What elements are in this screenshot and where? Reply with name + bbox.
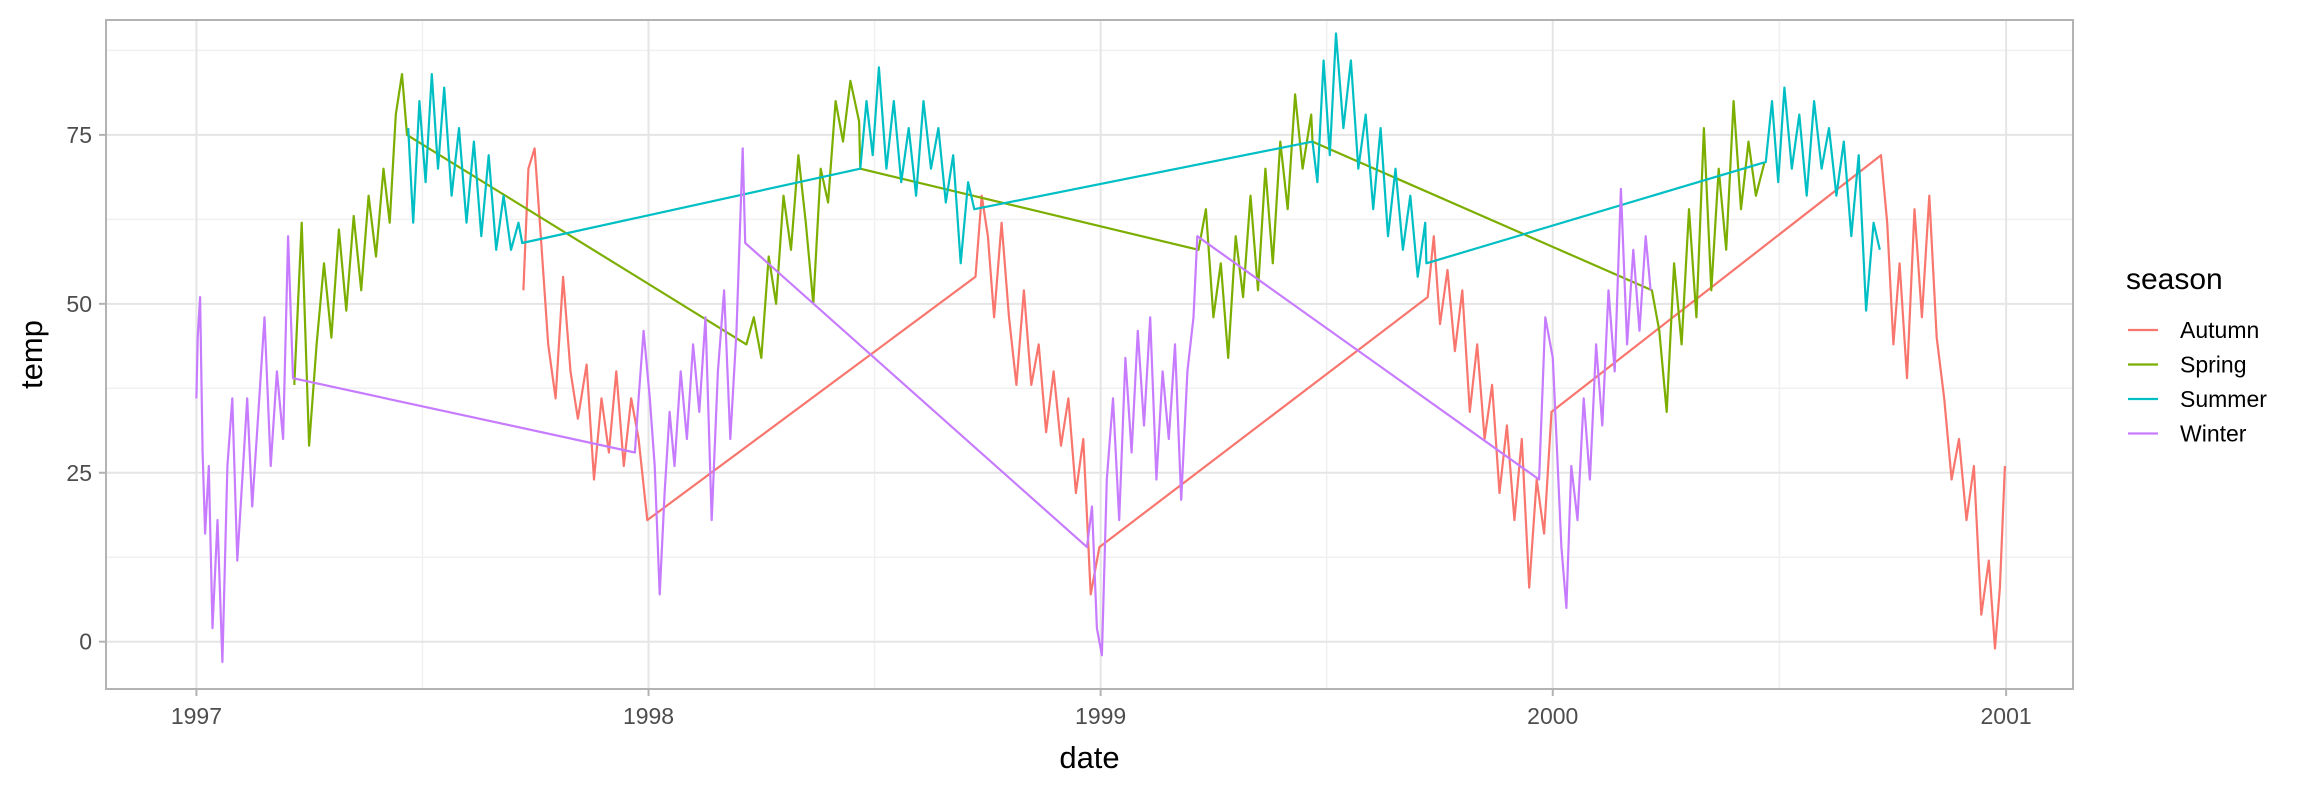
series-line-summer: [407, 32, 1881, 312]
legend-label-spring: Spring: [2180, 352, 2246, 378]
plot-panel-border: [105, 19, 2074, 690]
legend-label-summer: Summer: [2180, 386, 2267, 412]
legend-label-winter: Winter: [2180, 421, 2247, 447]
series-line-winter: [195, 147, 1652, 664]
x-tick-label: 1999: [1075, 703, 1126, 729]
major-gridlines: [106, 20, 2073, 689]
legend-label-autumn: Autumn: [2180, 317, 2259, 343]
legend-title: season: [2126, 263, 2223, 296]
y-axis-ticks: 0 25 50 75: [66, 122, 106, 655]
minor-gridlines: [106, 20, 2073, 689]
x-tick-label: 1998: [623, 703, 674, 729]
x-tick-label: 2000: [1527, 703, 1578, 729]
y-tick-label: 75: [66, 122, 92, 148]
x-tick-label: 2001: [1981, 703, 2032, 729]
x-axis-title: date: [1059, 740, 1119, 775]
series-lines: [195, 32, 2006, 664]
x-axis-ticks: 1997 1998 1999 2000 2001: [171, 689, 2032, 729]
y-tick-label: 25: [66, 460, 92, 486]
y-axis-title: temp: [14, 320, 49, 389]
y-tick-label: 50: [66, 291, 92, 317]
y-tick-label: 0: [79, 629, 92, 655]
series-line-autumn: [522, 147, 2006, 650]
legend-items: Autumn Spring Summer Winter: [2128, 317, 2267, 447]
x-tick-label: 1997: [171, 703, 222, 729]
legend: season Autumn Spring Summer Winter: [2126, 263, 2267, 447]
